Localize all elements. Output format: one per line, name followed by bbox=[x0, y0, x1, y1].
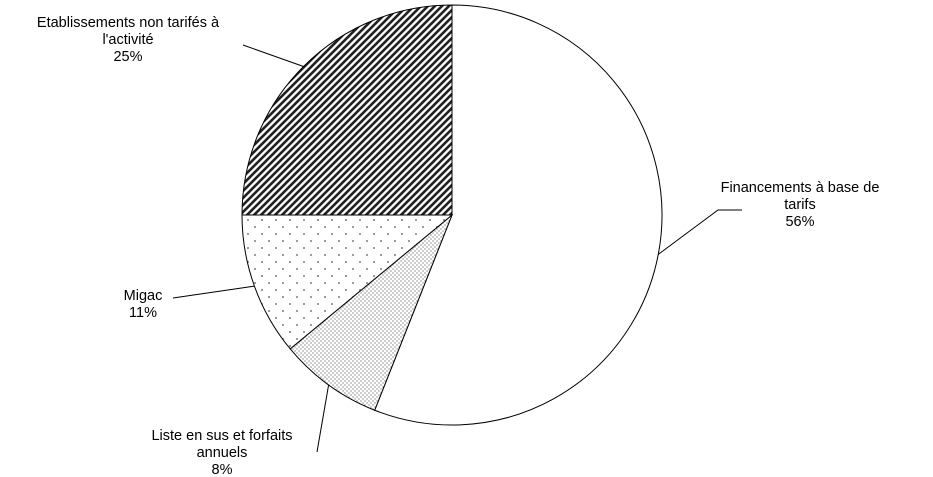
pie-slice-liste-en-sus-et-forfaits-annuels bbox=[289, 214, 453, 411]
slice-name-line: Migac bbox=[124, 288, 163, 304]
slice-label-migac: Migac 11% bbox=[124, 288, 163, 321]
leader-lines bbox=[172, 44, 742, 453]
leader-line-etablissements-non-tarifes-a-l-activite bbox=[242, 44, 304, 67]
slice-label-financements-a-base-de-tarifs: Financements à base de tarifs 56% bbox=[721, 180, 880, 230]
slice-name-line: Financements à base de bbox=[721, 180, 880, 196]
leader-line-liste-en-sus-et-forfaits-annuels bbox=[316, 384, 330, 453]
pie-slice-etablissements-non-tarifes-a-l-activite bbox=[241, 4, 453, 216]
leader-line-migac bbox=[172, 285, 255, 299]
slice-percent-label: 25% bbox=[113, 49, 142, 65]
slice-name-line: annuels bbox=[197, 445, 248, 461]
slice-percent-label: 8% bbox=[212, 462, 233, 477]
slice-percent-label: 56% bbox=[785, 214, 814, 230]
slice-label-etablissements-non-tarifes-a-l-activite: Etablissements non tarifés à l'activité 25… bbox=[37, 15, 220, 65]
slice-label-liste-en-sus-et-forfaits-annuels: Liste en sus et forfaits annuels 8% bbox=[151, 428, 292, 477]
pie-slices bbox=[241, 4, 663, 426]
slice-name-line: Etablissements non tarifés à bbox=[37, 15, 220, 31]
leader-line-financements-a-base-de-tarifs bbox=[658, 209, 742, 255]
slice-name-line: tarifs bbox=[784, 197, 815, 213]
slice-labels: Financements à base de tarifs 56% Liste en … bbox=[37, 15, 879, 477]
slice-percent-label: 11% bbox=[129, 305, 157, 321]
slice-name-line: Liste en sus et forfaits bbox=[151, 428, 292, 444]
slice-name-line: l'activité bbox=[102, 32, 153, 48]
pie-slice-migac bbox=[241, 214, 454, 350]
